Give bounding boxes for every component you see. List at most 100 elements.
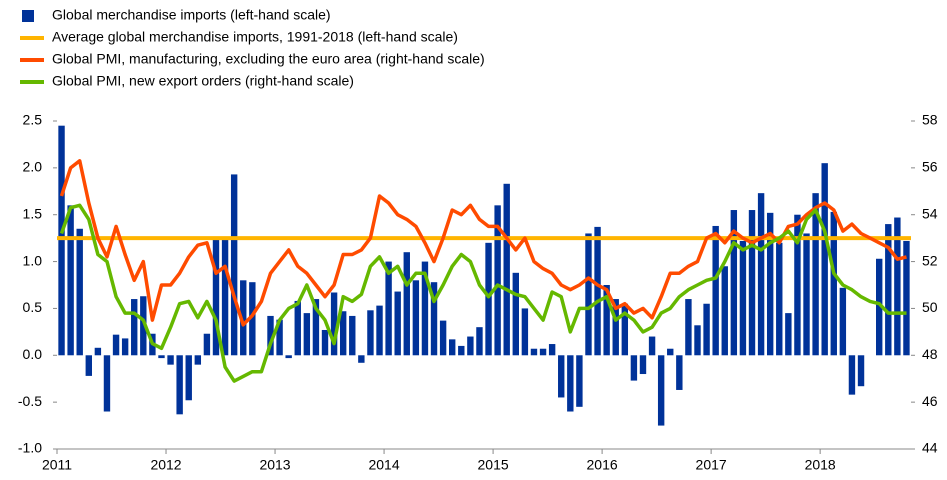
bar	[576, 355, 583, 407]
y-tick-label: 0.5	[23, 299, 43, 315]
bar	[730, 210, 738, 356]
bar	[903, 240, 910, 356]
x-tick-label: 2017	[696, 457, 727, 473]
y-tick-label: -0.5	[18, 393, 42, 409]
bar	[349, 315, 356, 356]
bar	[303, 313, 311, 356]
bar	[894, 217, 901, 356]
y-tick-label: 0.0	[23, 346, 43, 362]
bar	[748, 210, 756, 356]
line	[59, 203, 907, 383]
bar	[876, 258, 883, 356]
bar	[203, 333, 211, 356]
bar	[657, 355, 665, 426]
bar	[367, 310, 374, 356]
y2-tick-label: 48	[922, 346, 938, 362]
y2-tick-label: 56	[922, 159, 938, 175]
bar	[503, 183, 510, 356]
bar	[603, 285, 610, 356]
bar	[112, 334, 120, 356]
bar	[421, 261, 429, 356]
bar	[221, 238, 229, 356]
bar	[848, 355, 856, 395]
y-tick-label: 2.0	[23, 159, 43, 175]
bar	[94, 347, 102, 356]
bar	[667, 348, 674, 356]
bar	[403, 252, 410, 356]
bar	[712, 225, 719, 356]
bar	[103, 355, 111, 412]
bar	[757, 193, 765, 356]
bar	[766, 212, 774, 356]
bar	[339, 311, 347, 356]
bar	[267, 315, 274, 356]
y2-tick-label: 50	[922, 299, 938, 315]
bar	[121, 338, 129, 356]
x-tick-label: 2016	[587, 457, 618, 473]
y2-tick-label: 58	[922, 112, 938, 128]
legend-swatch	[22, 10, 34, 22]
bar	[321, 329, 329, 356]
bar	[621, 303, 629, 356]
x-tick-label: 2015	[478, 457, 509, 473]
y-tick-label: 2.5	[23, 112, 43, 128]
bar	[685, 299, 692, 356]
bar	[812, 193, 819, 356]
line	[59, 159, 907, 327]
bar	[240, 280, 247, 356]
bar	[330, 292, 338, 356]
bar	[703, 303, 710, 356]
bar	[176, 355, 183, 415]
x-tick-label: 2011	[42, 457, 72, 473]
bar	[639, 355, 647, 375]
x-tick-label: 2012	[150, 457, 181, 473]
bar	[839, 287, 847, 356]
bar	[585, 233, 592, 356]
bar	[794, 214, 801, 356]
bar	[140, 296, 147, 356]
bar	[648, 336, 656, 356]
bar	[449, 339, 456, 356]
y2-tick-label: 44	[922, 440, 938, 456]
x-tick-label: 2018	[805, 457, 836, 473]
bar	[249, 282, 256, 356]
bar	[494, 205, 501, 356]
bar	[185, 355, 192, 401]
bar	[612, 299, 619, 356]
bar	[412, 280, 420, 356]
bar	[567, 355, 574, 412]
bar	[58, 125, 65, 356]
bar	[67, 205, 74, 356]
bar	[167, 355, 174, 365]
x-tick-label: 2014	[368, 457, 399, 473]
legend-label: Global PMI, manufacturing, excluding the…	[52, 51, 485, 67]
bar	[539, 348, 547, 356]
bar	[821, 163, 828, 356]
bar	[294, 300, 301, 356]
bar	[458, 345, 465, 356]
y-tick-label: 1.0	[23, 252, 43, 268]
bar	[430, 282, 438, 356]
bar	[885, 224, 892, 356]
legend-label: Global PMI, new export orders (right-han…	[52, 73, 354, 89]
bar	[694, 325, 701, 356]
bar	[721, 266, 728, 356]
bar	[776, 242, 783, 356]
bar	[376, 305, 383, 356]
bar	[358, 355, 365, 363]
bar	[76, 228, 83, 356]
bar	[803, 233, 810, 356]
y2-tick-label: 52	[922, 252, 938, 268]
bar	[439, 320, 447, 356]
bar	[385, 261, 392, 356]
y-tick-label: -1.0	[18, 440, 42, 456]
legend-label: Average global merchandise imports, 1991…	[52, 29, 458, 45]
bar	[512, 272, 519, 356]
bar	[548, 344, 556, 356]
y2-tick-label: 46	[922, 393, 938, 409]
bar	[630, 355, 638, 381]
legend-label: Global merchandise imports (left-hand sc…	[52, 7, 331, 23]
bar	[676, 355, 683, 390]
bar	[285, 355, 292, 359]
